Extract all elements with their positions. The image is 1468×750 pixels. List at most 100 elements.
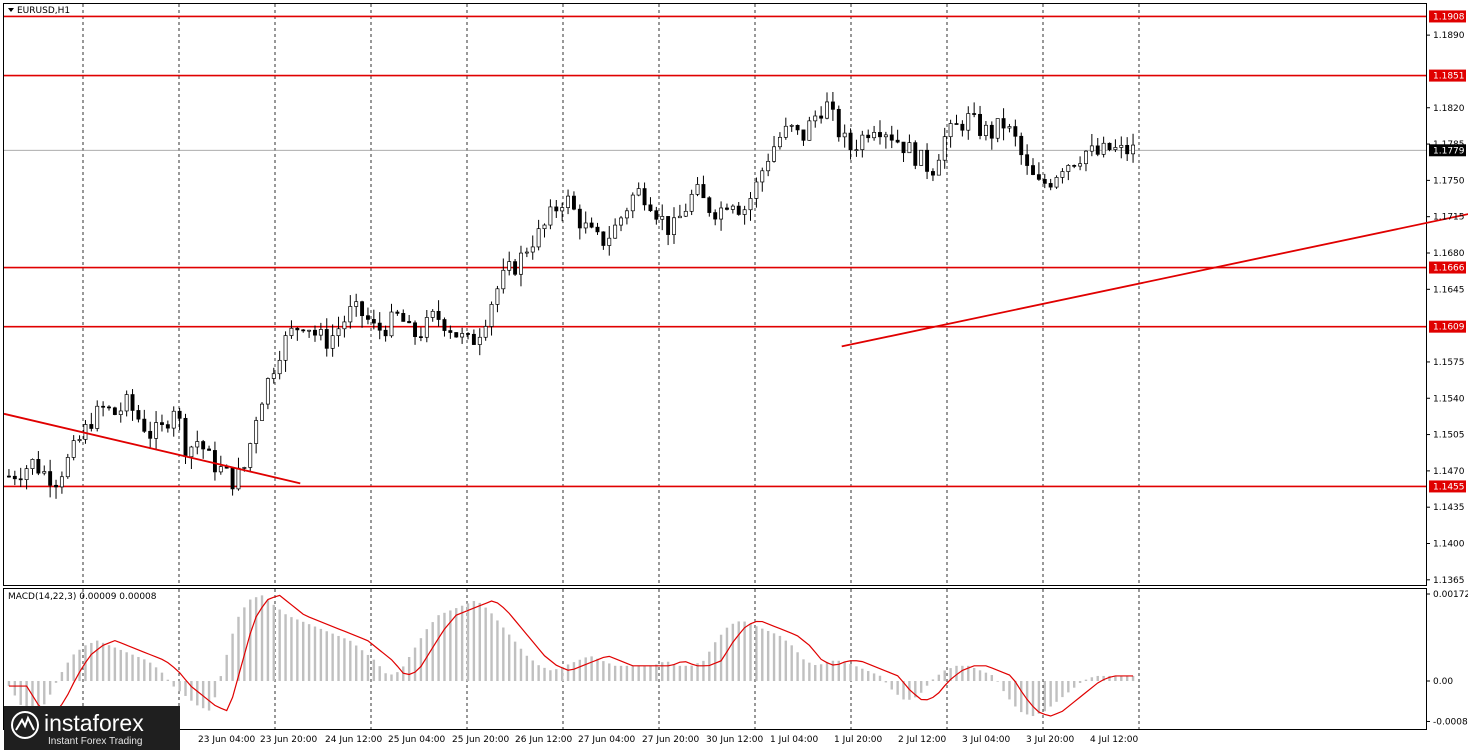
macd-bar	[702, 660, 705, 682]
time-tick-label: 1 Jul 04:00	[770, 735, 819, 745]
macd-bar	[366, 654, 370, 682]
candle-body	[424, 317, 429, 338]
symbol-dropdown-icon[interactable]	[8, 8, 14, 12]
candle-body	[554, 206, 559, 212]
macd-bar	[460, 605, 464, 682]
instaforex-logo: instaforex Instant Forex Trading	[4, 706, 180, 750]
time-tick-label: 25 Jun 04:00	[388, 735, 445, 745]
candle-body	[772, 146, 776, 162]
candle-body	[407, 321, 412, 324]
candle-body	[666, 216, 671, 235]
candle-body	[719, 207, 724, 220]
time-tick-label: 23 Jun 20:00	[260, 735, 317, 745]
macd-bar	[96, 640, 99, 682]
candle-body	[165, 424, 170, 429]
macd-bar	[1020, 681, 1023, 713]
macd-bar	[996, 681, 999, 682]
macd-bar	[902, 681, 905, 700]
candle-body	[878, 132, 882, 138]
macd-bar	[608, 663, 611, 682]
macd-bar	[337, 635, 340, 682]
candle-body	[154, 422, 159, 439]
candle-body	[1054, 177, 1059, 188]
grid	[82, 4, 1140, 729]
macd-bar	[843, 661, 846, 682]
macd-bar	[1067, 681, 1070, 693]
candle-body	[507, 261, 512, 271]
macd-bar	[219, 676, 223, 682]
candle-body	[978, 113, 982, 136]
macd-bar	[808, 662, 811, 682]
macd-bar	[449, 610, 452, 682]
macd-bar	[425, 629, 429, 682]
candle-body	[913, 142, 918, 166]
level-tag	[1429, 69, 1466, 82]
price-tick-label: 1.1470	[1433, 467, 1465, 477]
macd-bar	[655, 664, 658, 682]
macd-bar	[502, 627, 505, 682]
candle-body	[436, 310, 441, 320]
macd-bar	[919, 681, 923, 693]
candle-body	[883, 134, 888, 138]
macd-bar	[25, 681, 28, 711]
macd-bar	[678, 665, 682, 682]
candle-body	[171, 410, 176, 429]
time-tick-label: 3 Jul 04:00	[962, 735, 1011, 745]
candle-body	[418, 336, 423, 338]
current-price-tag	[1429, 144, 1466, 157]
candle-body	[825, 101, 829, 119]
candle-body	[42, 471, 47, 474]
candle-body	[1007, 126, 1012, 129]
macd-bar	[837, 660, 840, 682]
candle-body	[936, 159, 941, 176]
candle-body	[1107, 142, 1112, 150]
macd-bar	[984, 672, 988, 682]
logo-brand: instaforex	[44, 710, 144, 736]
macd-bar	[525, 655, 529, 682]
candle-body	[577, 208, 582, 229]
candle-body	[601, 231, 606, 246]
candle-body	[71, 440, 76, 458]
macd-bar	[166, 679, 170, 682]
macd-bar	[237, 616, 240, 682]
candle-body	[301, 329, 306, 332]
candle-body	[401, 313, 406, 322]
macd-bar	[884, 681, 888, 683]
candle-body	[1078, 163, 1083, 167]
macd-bar	[731, 623, 735, 682]
macd-bar	[307, 624, 311, 682]
macd-bar	[949, 668, 952, 682]
macd-bar	[908, 681, 911, 700]
candle-body	[1048, 183, 1053, 188]
candle-body	[1013, 126, 1018, 137]
candle-body	[1101, 142, 1106, 155]
main-chart-frame	[3, 3, 1427, 586]
candle-body	[477, 336, 482, 345]
macd-bar	[743, 621, 746, 682]
macd-series	[7, 594, 1135, 717]
price-tick-label: 1.1715	[1433, 213, 1465, 223]
macd-bar	[266, 600, 270, 682]
macd-bar	[60, 672, 64, 682]
macd-bar	[48, 681, 52, 695]
candle-body	[430, 310, 435, 318]
price-tick-label: 1.1435	[1433, 503, 1465, 513]
candle-body	[48, 471, 53, 486]
candle-body	[513, 261, 518, 275]
time-tick-label: 27 Jun 04:00	[578, 735, 635, 745]
candle-body	[819, 115, 824, 119]
macd-bar	[672, 664, 676, 682]
candle-body	[830, 101, 835, 110]
macd-bar	[831, 660, 835, 682]
candle-body	[289, 327, 294, 336]
candle-body	[607, 237, 612, 246]
candle-body	[689, 193, 694, 212]
candle-body	[783, 125, 788, 138]
candle-body	[536, 228, 541, 248]
macd-bar	[113, 647, 117, 682]
macd-bar	[278, 609, 281, 682]
macd-bar	[396, 672, 399, 682]
macd-bar	[896, 681, 899, 695]
macd-bar	[354, 645, 358, 682]
time-tick-label: 30 Jun 12:00	[706, 735, 763, 745]
